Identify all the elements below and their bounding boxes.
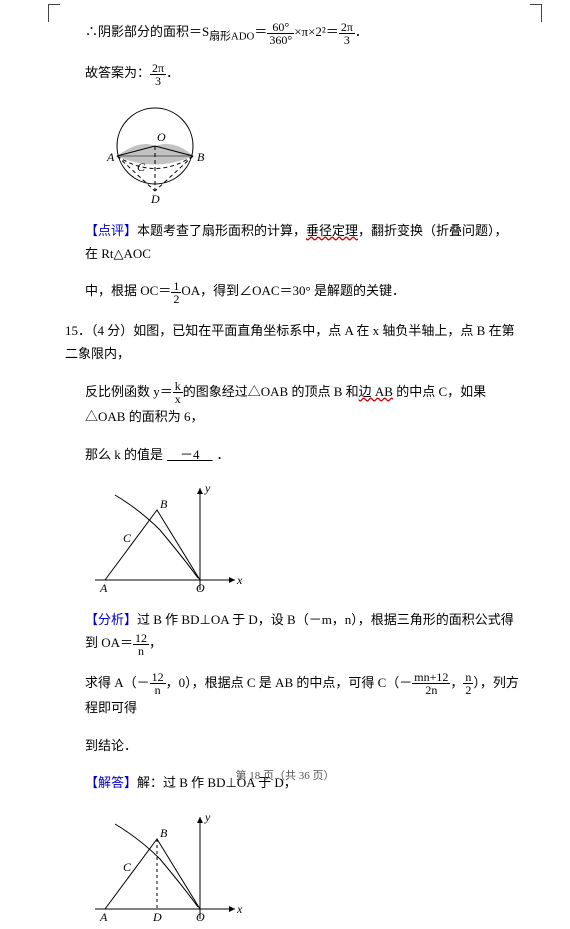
svg-text:O: O xyxy=(196,581,205,595)
eq-prefix: ∴阴影部分的面积＝S xyxy=(85,24,209,39)
crop-mark xyxy=(530,4,542,22)
answer-line: 故答案为：2π3． xyxy=(85,61,520,87)
svg-text:C: C xyxy=(123,531,132,545)
svg-text:D: D xyxy=(152,910,162,924)
svg-text:x: x xyxy=(236,902,243,916)
answer-blank: －4 xyxy=(163,447,217,462)
coord-diagram-2: y x O A B C D xyxy=(85,809,245,929)
q15-head: 15．（4 分）如图，已知在平面直角坐标系中，点 A 在 x 轴负半轴上，点 B… xyxy=(65,319,520,366)
comment-block: 【点评】本题考查了扇形面积的计算，垂径定理，翻折变换（折叠问题），在 Rt△AO… xyxy=(85,219,520,266)
svg-text:C: C xyxy=(123,860,132,874)
svg-text:A: A xyxy=(106,150,115,164)
analysis-l2: 求得 A（－12n，0），根据点 C 是 AB 的中点，可得 C（－mn+122… xyxy=(85,671,520,720)
circle-diagram: O A B C D xyxy=(85,101,225,211)
svg-text:O: O xyxy=(157,130,166,144)
crop-mark xyxy=(48,4,60,22)
svg-text:C: C xyxy=(137,160,146,174)
analysis-l3: 到结论． xyxy=(85,734,520,757)
svg-text:y: y xyxy=(204,810,211,824)
comment-block-2: 中，根据 OC＝12OA，得到∠OAC＝30° 是解题的关键． xyxy=(85,279,520,305)
svg-text:x: x xyxy=(236,573,243,587)
comment-tag: 【点评】 xyxy=(85,223,137,238)
page-footer: 第 18 页（共 36 页） xyxy=(0,767,570,783)
q15-line2: 反比例函数 y＝kx的图象经过△OAB 的顶点 B 和边 AB 的中点 C，如果… xyxy=(85,380,520,429)
q15-line3: 那么 k 的值是 －4 ． xyxy=(85,443,520,466)
coord-diagram-1: y x O A B C xyxy=(85,480,245,600)
svg-text:y: y xyxy=(204,481,211,495)
svg-text:O: O xyxy=(196,910,205,924)
svg-text:D: D xyxy=(150,192,160,206)
svg-text:B: B xyxy=(160,826,168,840)
svg-text:A: A xyxy=(99,581,108,595)
svg-text:A: A xyxy=(99,910,108,924)
svg-text:B: B xyxy=(197,150,205,164)
analysis-tag: 【分析】 xyxy=(85,612,137,627)
analysis-l1: 【分析】过 B 作 BD⊥OA 于 D，设 B（－m，n），根据三角形的面积公式… xyxy=(85,608,520,657)
shaded-area-equation: ∴阴影部分的面积＝S扇形ADO＝60°360°×π×2²＝2π3． xyxy=(85,20,520,47)
svg-text:B: B xyxy=(160,497,168,511)
